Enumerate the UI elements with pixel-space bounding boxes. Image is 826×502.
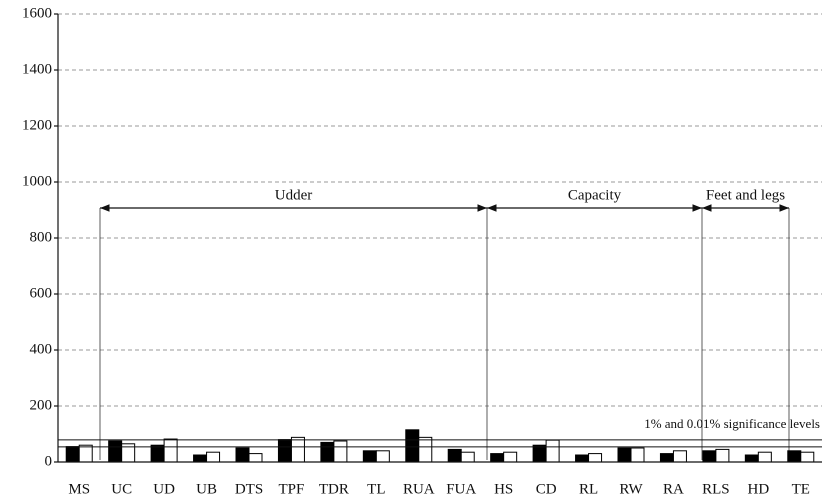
x-tick-label: DTS xyxy=(235,481,263,497)
group-label: Feet and legs xyxy=(706,187,785,203)
x-tick-label: TPF xyxy=(279,481,305,497)
bar xyxy=(800,451,815,463)
y-tick-label: 1400 xyxy=(22,61,52,77)
bar xyxy=(545,439,560,463)
x-tick-label: HD xyxy=(747,481,769,497)
bar xyxy=(65,446,80,463)
bar xyxy=(235,447,250,463)
x-tick-label: RLS xyxy=(702,481,730,497)
bar xyxy=(362,450,377,463)
y-tick-label: 0 xyxy=(45,453,53,469)
bar xyxy=(405,429,420,463)
y-tick-label: 400 xyxy=(30,341,53,357)
y-tick-label: 600 xyxy=(30,285,53,301)
bar xyxy=(193,454,208,463)
group-label: Udder xyxy=(275,187,313,203)
bar xyxy=(617,447,632,463)
x-tick-label: CD xyxy=(536,481,557,497)
bar xyxy=(290,436,305,463)
x-tick-label: HS xyxy=(494,481,513,497)
bar xyxy=(375,450,390,463)
bar xyxy=(503,451,518,463)
bar xyxy=(672,450,687,463)
bar xyxy=(702,450,717,463)
bar xyxy=(277,439,292,463)
y-tick-label: 800 xyxy=(30,229,53,245)
bar xyxy=(206,451,221,463)
bar xyxy=(490,453,505,463)
y-tick-label: 200 xyxy=(30,397,53,413)
y-tick-label: 1200 xyxy=(22,117,52,133)
x-tick-label: RUA xyxy=(403,481,435,497)
bar xyxy=(447,448,462,463)
y-tick-label: 1000 xyxy=(22,173,52,189)
bar xyxy=(78,444,93,463)
bar xyxy=(320,441,335,463)
x-tick-label: UC xyxy=(111,481,132,497)
bar xyxy=(532,444,547,463)
bar xyxy=(588,453,603,463)
group-label: Capacity xyxy=(568,187,622,203)
bar xyxy=(757,451,772,463)
x-tick-label: TE xyxy=(792,481,810,497)
bar xyxy=(787,450,802,463)
bar xyxy=(659,453,674,463)
x-tick-label: TDR xyxy=(319,481,349,497)
bar xyxy=(715,448,730,463)
x-tick-label: TL xyxy=(367,481,385,497)
x-tick-label: UD xyxy=(153,481,175,497)
x-tick-label: RL xyxy=(579,481,598,497)
x-tick-label: FUA xyxy=(446,481,476,497)
x-tick-label: RA xyxy=(663,481,684,497)
bar xyxy=(248,453,263,463)
x-tick-label: UB xyxy=(196,481,217,497)
bar xyxy=(163,438,178,463)
bar xyxy=(575,454,590,463)
y-tick-label: 1600 xyxy=(22,5,52,21)
bar xyxy=(418,436,433,463)
bar xyxy=(108,440,123,463)
bar xyxy=(630,447,645,463)
bar xyxy=(460,451,475,463)
bar xyxy=(744,454,759,463)
bar xyxy=(333,440,348,463)
reference-label: 1% and 0.01% significance levels xyxy=(644,416,820,431)
bar xyxy=(150,444,165,463)
x-tick-label: MS xyxy=(68,481,90,497)
x-tick-label: RW xyxy=(619,481,643,497)
